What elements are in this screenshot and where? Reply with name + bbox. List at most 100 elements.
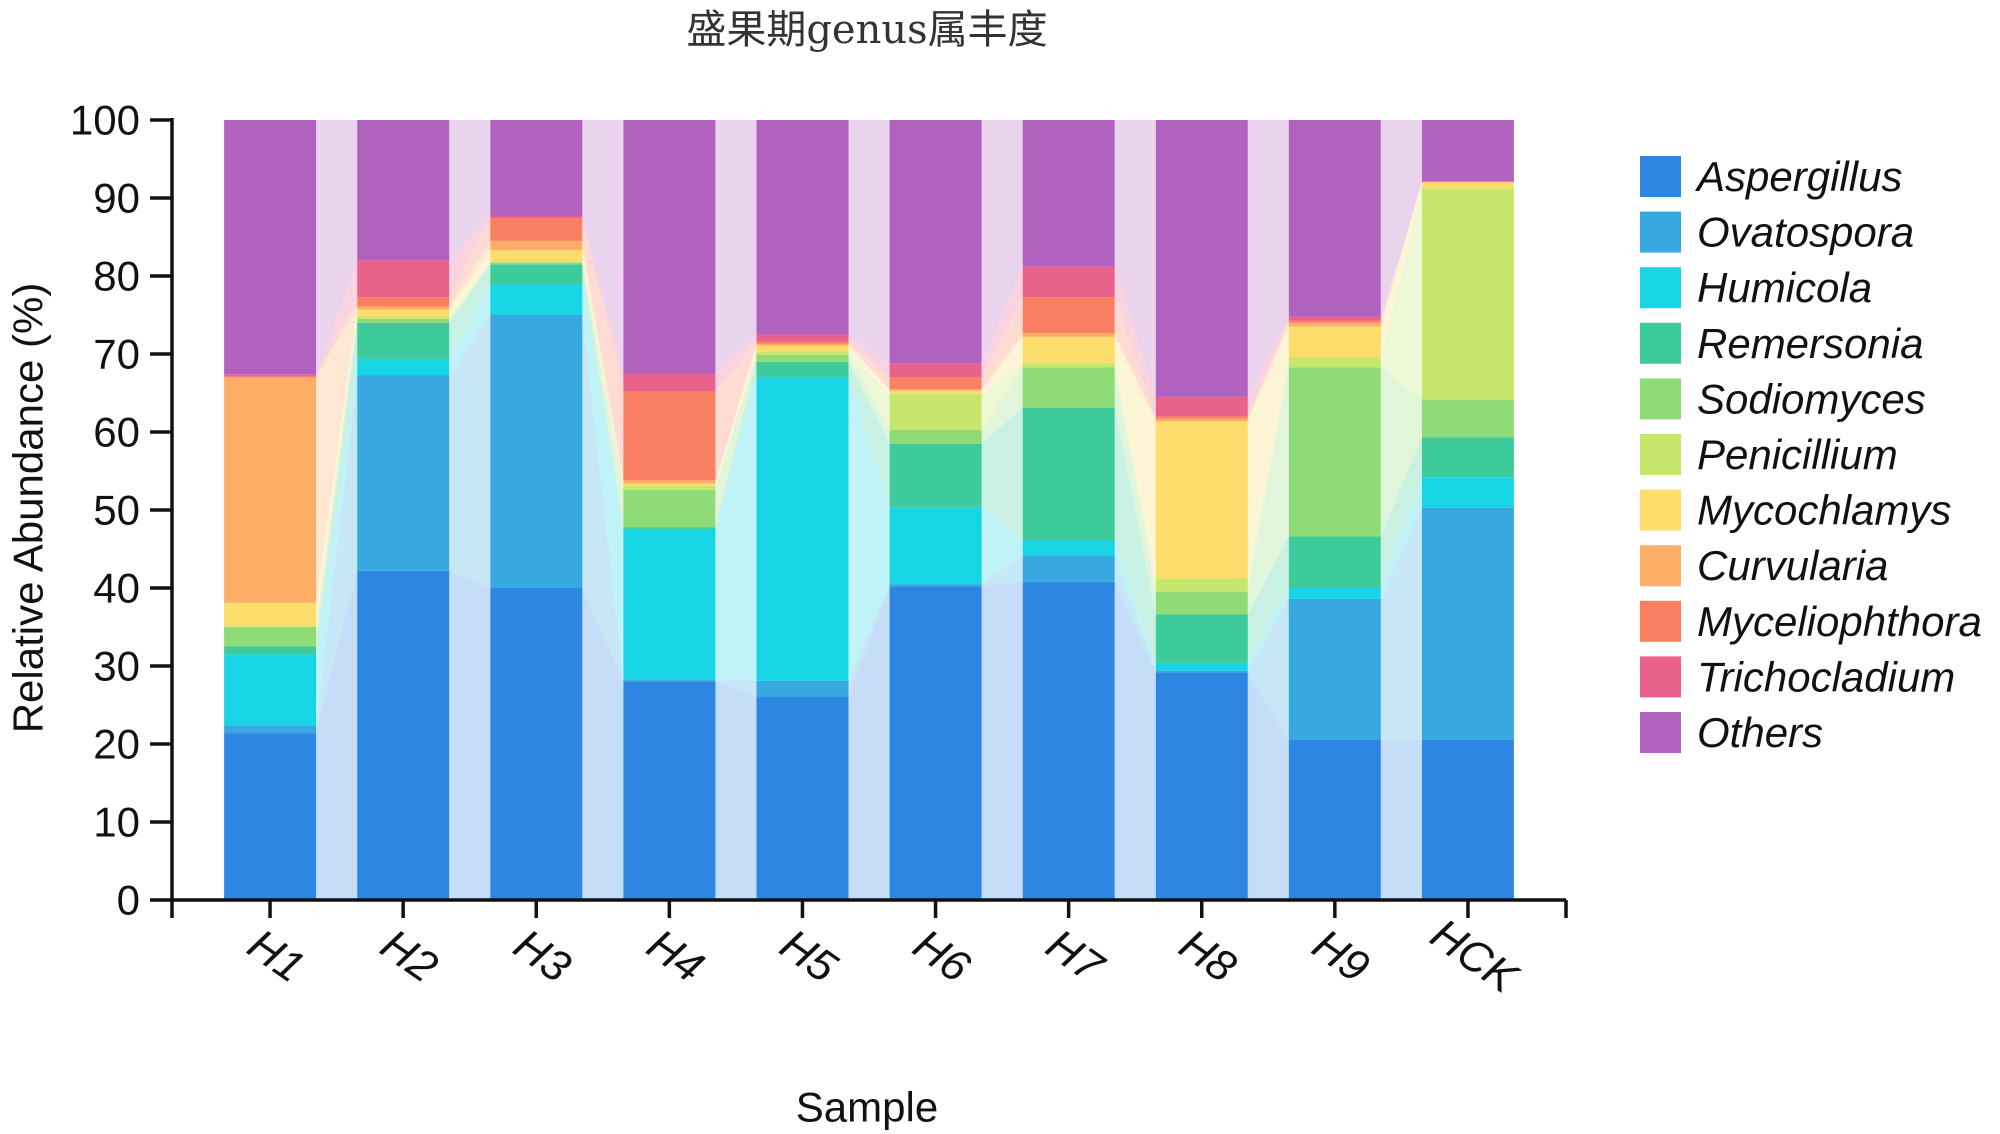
bar-segment-H3-humicola <box>490 284 583 315</box>
flow-band-H5-H6-others <box>848 120 890 364</box>
flow-band-H9-HCK-ovatospora <box>1380 507 1422 740</box>
y-tick-label-60: 60 <box>93 409 140 456</box>
bar-segment-H8-ovatospora <box>1155 670 1248 674</box>
bar-segment-H1-humicola <box>224 654 317 726</box>
chart-title: 盛果期genus属丰度 <box>686 7 1047 53</box>
bar-segment-H5-sodiomyces <box>756 354 849 362</box>
bar-segment-H1-ovatospora <box>224 725 317 734</box>
bar-segment-H1-aspergillus <box>224 733 317 900</box>
legend-label-penicillium: Penicillium <box>1697 431 1898 478</box>
bar-segment-H2-remersonia <box>357 322 450 359</box>
flow-band-H4-H5-humicola <box>715 377 757 681</box>
bar-segment-H9-penicillium <box>1288 357 1381 368</box>
flow-band-H7-H8-others <box>1114 120 1156 397</box>
flow-band-H4-H5-curvularia <box>715 343 757 484</box>
legend-item-trichocladium: Trichocladium <box>1640 653 1955 700</box>
flow-band-H9-HCK-trichocladium <box>1380 181 1422 321</box>
y-tick-label-30: 30 <box>93 643 140 690</box>
flow-bands <box>316 120 1422 900</box>
flow-band-H7-H8-ovatospora <box>1114 556 1156 673</box>
bar-segment-H9-ovatospora <box>1288 598 1381 740</box>
flow-band-H5-H6-aspergillus <box>848 586 890 900</box>
flow-band-H1-H2-remersonia <box>316 322 358 655</box>
flow-band-H8-H9-myceliophthora <box>1247 320 1289 419</box>
bar-segment-H4-myceliophthora <box>623 391 716 481</box>
flow-band-H9-HCK-remersonia <box>1380 437 1422 588</box>
flow-band-H7-H8-remersonia <box>1114 407 1156 663</box>
flow-band-H2-H3-trichocladium <box>449 215 491 298</box>
flow-band-H3-H4-trichocladium <box>582 215 624 392</box>
bar-segment-H9-humicola <box>1288 588 1381 599</box>
bar-segment-H6-aspergillus <box>889 586 982 900</box>
flow-band-H5-H6-remersonia <box>848 361 890 508</box>
bar-segment-H5-humicola <box>756 377 849 681</box>
bar-segment-H1-penicillium <box>224 626 317 627</box>
flow-band-H1-H2-myceliophthora <box>316 297 358 378</box>
bar-segment-H5-mycochlamys <box>756 345 849 352</box>
y-tick-label-20: 20 <box>93 721 140 768</box>
flow-band-H3-H4-remersonia <box>582 264 624 530</box>
flow-band-H7-H8-humicola <box>1114 540 1156 671</box>
bar-segment-H6-trichocladium <box>889 363 982 378</box>
flow-band-H5-H6-trichocladium <box>848 334 890 378</box>
flow-band-H2-H3-remersonia <box>449 264 491 359</box>
legend-swatch-trichocladium <box>1640 656 1681 698</box>
flow-band-H4-H5-sodiomyces <box>715 354 757 528</box>
flow-band-H8-H9-others <box>1247 120 1289 397</box>
x-tick-label-H2: H2 <box>372 920 446 992</box>
flow-band-H5-H6-myceliophthora <box>848 341 890 390</box>
flow-band-H3-H4-mycochlamys <box>582 250 624 486</box>
legend-item-others: Others <box>1640 709 1823 756</box>
x-tick-label-H5: H5 <box>771 920 846 993</box>
bar-segment-H8-aspergillus <box>1155 673 1248 900</box>
bar-segment-H9-aspergillus <box>1288 739 1381 900</box>
legend-swatch-remersonia <box>1640 322 1681 364</box>
bar-segment-H2-aspergillus <box>357 570 450 900</box>
bar-segment-H7-penicillium <box>1022 363 1115 368</box>
bar-segment-H4-penicillium <box>623 485 716 490</box>
bar-segment-H4-others <box>623 120 716 374</box>
bar-segment-H3-aspergillus <box>490 588 583 900</box>
legend-swatch-penicillium <box>1640 434 1681 475</box>
bar-segment-H7-trichocladium <box>1022 266 1115 298</box>
bar-segment-H5-myceliophthora <box>756 341 849 344</box>
flow-band-H8-H9-penicillium <box>1247 357 1289 592</box>
bar-segment-H3-curvularia <box>490 240 583 251</box>
bar-segment-HCK-humicola <box>1421 477 1514 508</box>
flow-band-H1-H2-aspergillus <box>316 570 358 900</box>
bar-segment-H4-ovatospora <box>623 680 716 682</box>
bar-segment-HCK-ovatospora <box>1421 507 1514 740</box>
legend-item-aspergillus: Aspergillus <box>1640 153 1902 200</box>
y-axis-title: Relative Abundance (%) <box>5 283 52 734</box>
legend-swatch-others <box>1640 712 1681 753</box>
x-tick-label-HCK: HCK <box>1422 909 1528 1003</box>
flow-band-H3-H4-aspergillus <box>582 588 624 900</box>
bar-segment-HCK-penicillium <box>1421 188 1514 401</box>
flow-band-H9-HCK-penicillium <box>1380 188 1422 400</box>
y-tick-label-50: 50 <box>93 487 140 534</box>
bar-segment-H8-myceliophthora <box>1155 416 1248 419</box>
bar-segment-H1-remersonia <box>224 646 317 655</box>
legend-label-others: Others <box>1697 709 1823 756</box>
flow-band-H9-HCK-myceliophthora <box>1380 181 1422 323</box>
flow-band-H2-H3-aspergillus <box>449 570 491 900</box>
bar-segment-HCK-mycochlamys <box>1421 182 1514 189</box>
bar-segment-H8-penicillium <box>1155 578 1248 592</box>
legend-swatch-humicola <box>1640 267 1681 309</box>
flow-band-H6-H7-others <box>981 120 1023 364</box>
x-axis-title: Sample <box>796 1084 938 1131</box>
bar-segment-H4-mycochlamys <box>623 483 716 486</box>
bar-segment-H6-sodiomyces <box>889 429 982 444</box>
bar-segment-H2-curvularia <box>357 306 450 310</box>
flow-band-H2-H3-myceliophthora <box>449 218 491 307</box>
bar-segment-H6-penicillium <box>889 393 982 430</box>
bar-segment-HCK-curvularia <box>1421 181 1514 183</box>
bar-segment-H2-humicola <box>357 358 450 376</box>
bar-segment-H3-myceliophthora <box>490 218 583 241</box>
legend-item-penicillium: Penicillium <box>1640 431 1898 478</box>
bar-segment-H2-myceliophthora <box>357 297 450 307</box>
flow-band-H6-H7-remersonia <box>981 407 1023 541</box>
x-tick-label-H7: H7 <box>1038 920 1113 993</box>
bar-segment-H4-sodiomyces <box>623 489 716 528</box>
